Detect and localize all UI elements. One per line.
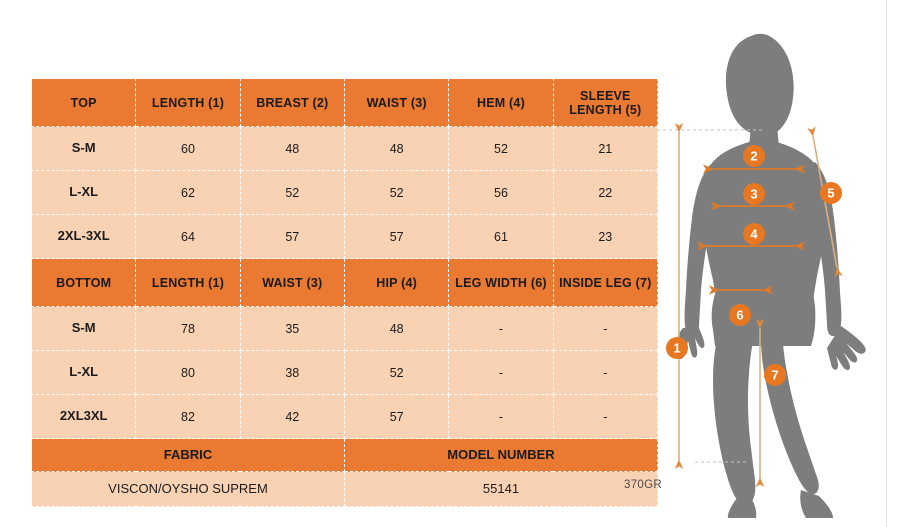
marker-1: 1 — [666, 337, 688, 359]
measurement-cell: - — [552, 306, 659, 351]
table-row: L-XL 62 52 52 56 22 — [30, 170, 659, 215]
marker-1-label: 1 — [673, 341, 680, 356]
size-label-cell: S-M — [30, 306, 137, 351]
top-section-header-cell: TOP — [30, 78, 137, 127]
bottom-section-header-cell: BOTTOM — [30, 258, 137, 307]
marker-2: 2 — [743, 145, 765, 167]
measurement-cell: 38 — [239, 350, 345, 395]
fabric-weight-caption: 370GR — [624, 479, 662, 491]
marker-3: 3 — [743, 183, 765, 205]
table-row: 2XL3XL 82 42 57- - — [30, 394, 659, 439]
bottom-section-header-cell: INSIDE LEG (7) — [552, 258, 659, 307]
table-row: 2XL-3XL 64 57 57 61 23 — [30, 214, 659, 259]
measurement-cell: 52 — [239, 170, 345, 215]
model-number-header-cell: MODEL NUMBER — [343, 438, 659, 472]
table-row: L-XL 80 38 52- - — [30, 350, 659, 395]
marker-7-label: 7 — [771, 368, 778, 383]
marker-5-label: 5 — [827, 186, 834, 201]
size-chart-table: TOP LENGTH (1) BREAST (2) WAIST (3) HEM (4) S… — [30, 78, 659, 507]
measurement-cell: 48 — [239, 126, 345, 171]
size-label-cell: L-XL — [30, 350, 137, 395]
measurement-cell: 52 — [448, 126, 554, 171]
measurement-cell: 57 — [343, 214, 450, 259]
table-row: S-M 60 48 48 52 21 — [30, 126, 659, 171]
measurement-cell: 48 — [343, 306, 450, 351]
footer-value-row: VISCON/OYSHO SUPREM 55141 — [31, 471, 659, 507]
measurement-cell: 61 — [448, 214, 554, 259]
marker-5: 5 — [820, 182, 842, 204]
marker-3-label: 3 — [750, 187, 757, 202]
measurement-cell: 23 — [552, 214, 659, 259]
measurement-cell: 78 — [135, 306, 241, 351]
model-number-value-cell: 55141 — [343, 471, 659, 507]
measurement-cell: 64 — [135, 214, 241, 259]
size-label-cell: S-M — [30, 126, 137, 171]
measurement-cell: 60 — [135, 126, 241, 171]
measurement-cell: 21 — [552, 126, 659, 171]
top-section-header-cell: BREAST (2) — [239, 78, 345, 127]
page-edge-divider — [886, 0, 887, 527]
measurement-cell: 82 — [135, 394, 241, 439]
size-label-cell: 2XL-3XL — [30, 214, 137, 259]
marker-4-label: 4 — [750, 227, 758, 242]
measurement-figure-panel: 1 2 3 4 5 6 7 — [655, 28, 887, 518]
marker-4: 4 — [743, 223, 765, 245]
measurement-cell: 35 — [239, 306, 345, 351]
measurement-cell: 52 — [343, 170, 450, 215]
top-section-header-cell: SLEEVE LENGTH (5) — [552, 78, 659, 127]
top-section-header-row: TOP LENGTH (1) BREAST (2) WAIST (3) HEM (4) S… — [30, 78, 659, 127]
reference-guide-lines — [657, 129, 763, 463]
size-label-cell: L-XL — [30, 170, 137, 215]
measurement-cell: 42 — [239, 394, 345, 439]
measurement-cell: - — [552, 350, 659, 395]
marker-6-label: 6 — [736, 308, 743, 323]
measurement-cell: - — [552, 394, 659, 439]
measurement-cell: 52 — [343, 350, 450, 395]
measurement-cell: 57 — [343, 394, 450, 439]
marker-6: 6 — [729, 304, 751, 326]
bottom-section-header-cell: WAIST (3) — [239, 258, 345, 307]
table-row: S-M 78 35 48- - — [30, 306, 659, 351]
marker-2-label: 2 — [750, 149, 757, 164]
marker-7: 7 — [764, 364, 786, 386]
size-label-cell: 2XL3XL — [30, 394, 137, 439]
measurement-cell: 56 — [448, 170, 554, 215]
female-silhouette — [674, 33, 866, 518]
measurement-cell: 57 — [239, 214, 345, 259]
measurement-cell: 48 — [343, 126, 450, 171]
measurement-cell: 62 — [135, 170, 241, 215]
measurement-cell: 80 — [135, 350, 241, 395]
bottom-section-header-cell: LEG WIDTH (6) — [448, 258, 554, 307]
bottom-section-header-row: BOTTOM LENGTH (1) WAIST (3) HIP (4) LEG WIDT… — [30, 258, 659, 307]
top-section-header-cell: HEM (4) — [448, 78, 554, 127]
measurement-cell: - — [448, 306, 554, 351]
bottom-section-header-cell: LENGTH (1) — [135, 258, 241, 307]
fabric-header-cell: FABRIC — [31, 438, 345, 472]
measurement-cell: 22 — [552, 170, 659, 215]
fabric-value-cell: VISCON/OYSHO SUPREM — [31, 471, 345, 507]
measurement-cell: - — [448, 350, 554, 395]
bottom-section-header-cell: HIP (4) — [343, 258, 450, 307]
footer-header-row: FABRIC MODEL NUMBER — [31, 438, 659, 472]
top-section-header-cell: WAIST (3) — [343, 78, 450, 127]
measurement-cell: - — [448, 394, 554, 439]
top-section-header-cell: LENGTH (1) — [135, 78, 241, 127]
